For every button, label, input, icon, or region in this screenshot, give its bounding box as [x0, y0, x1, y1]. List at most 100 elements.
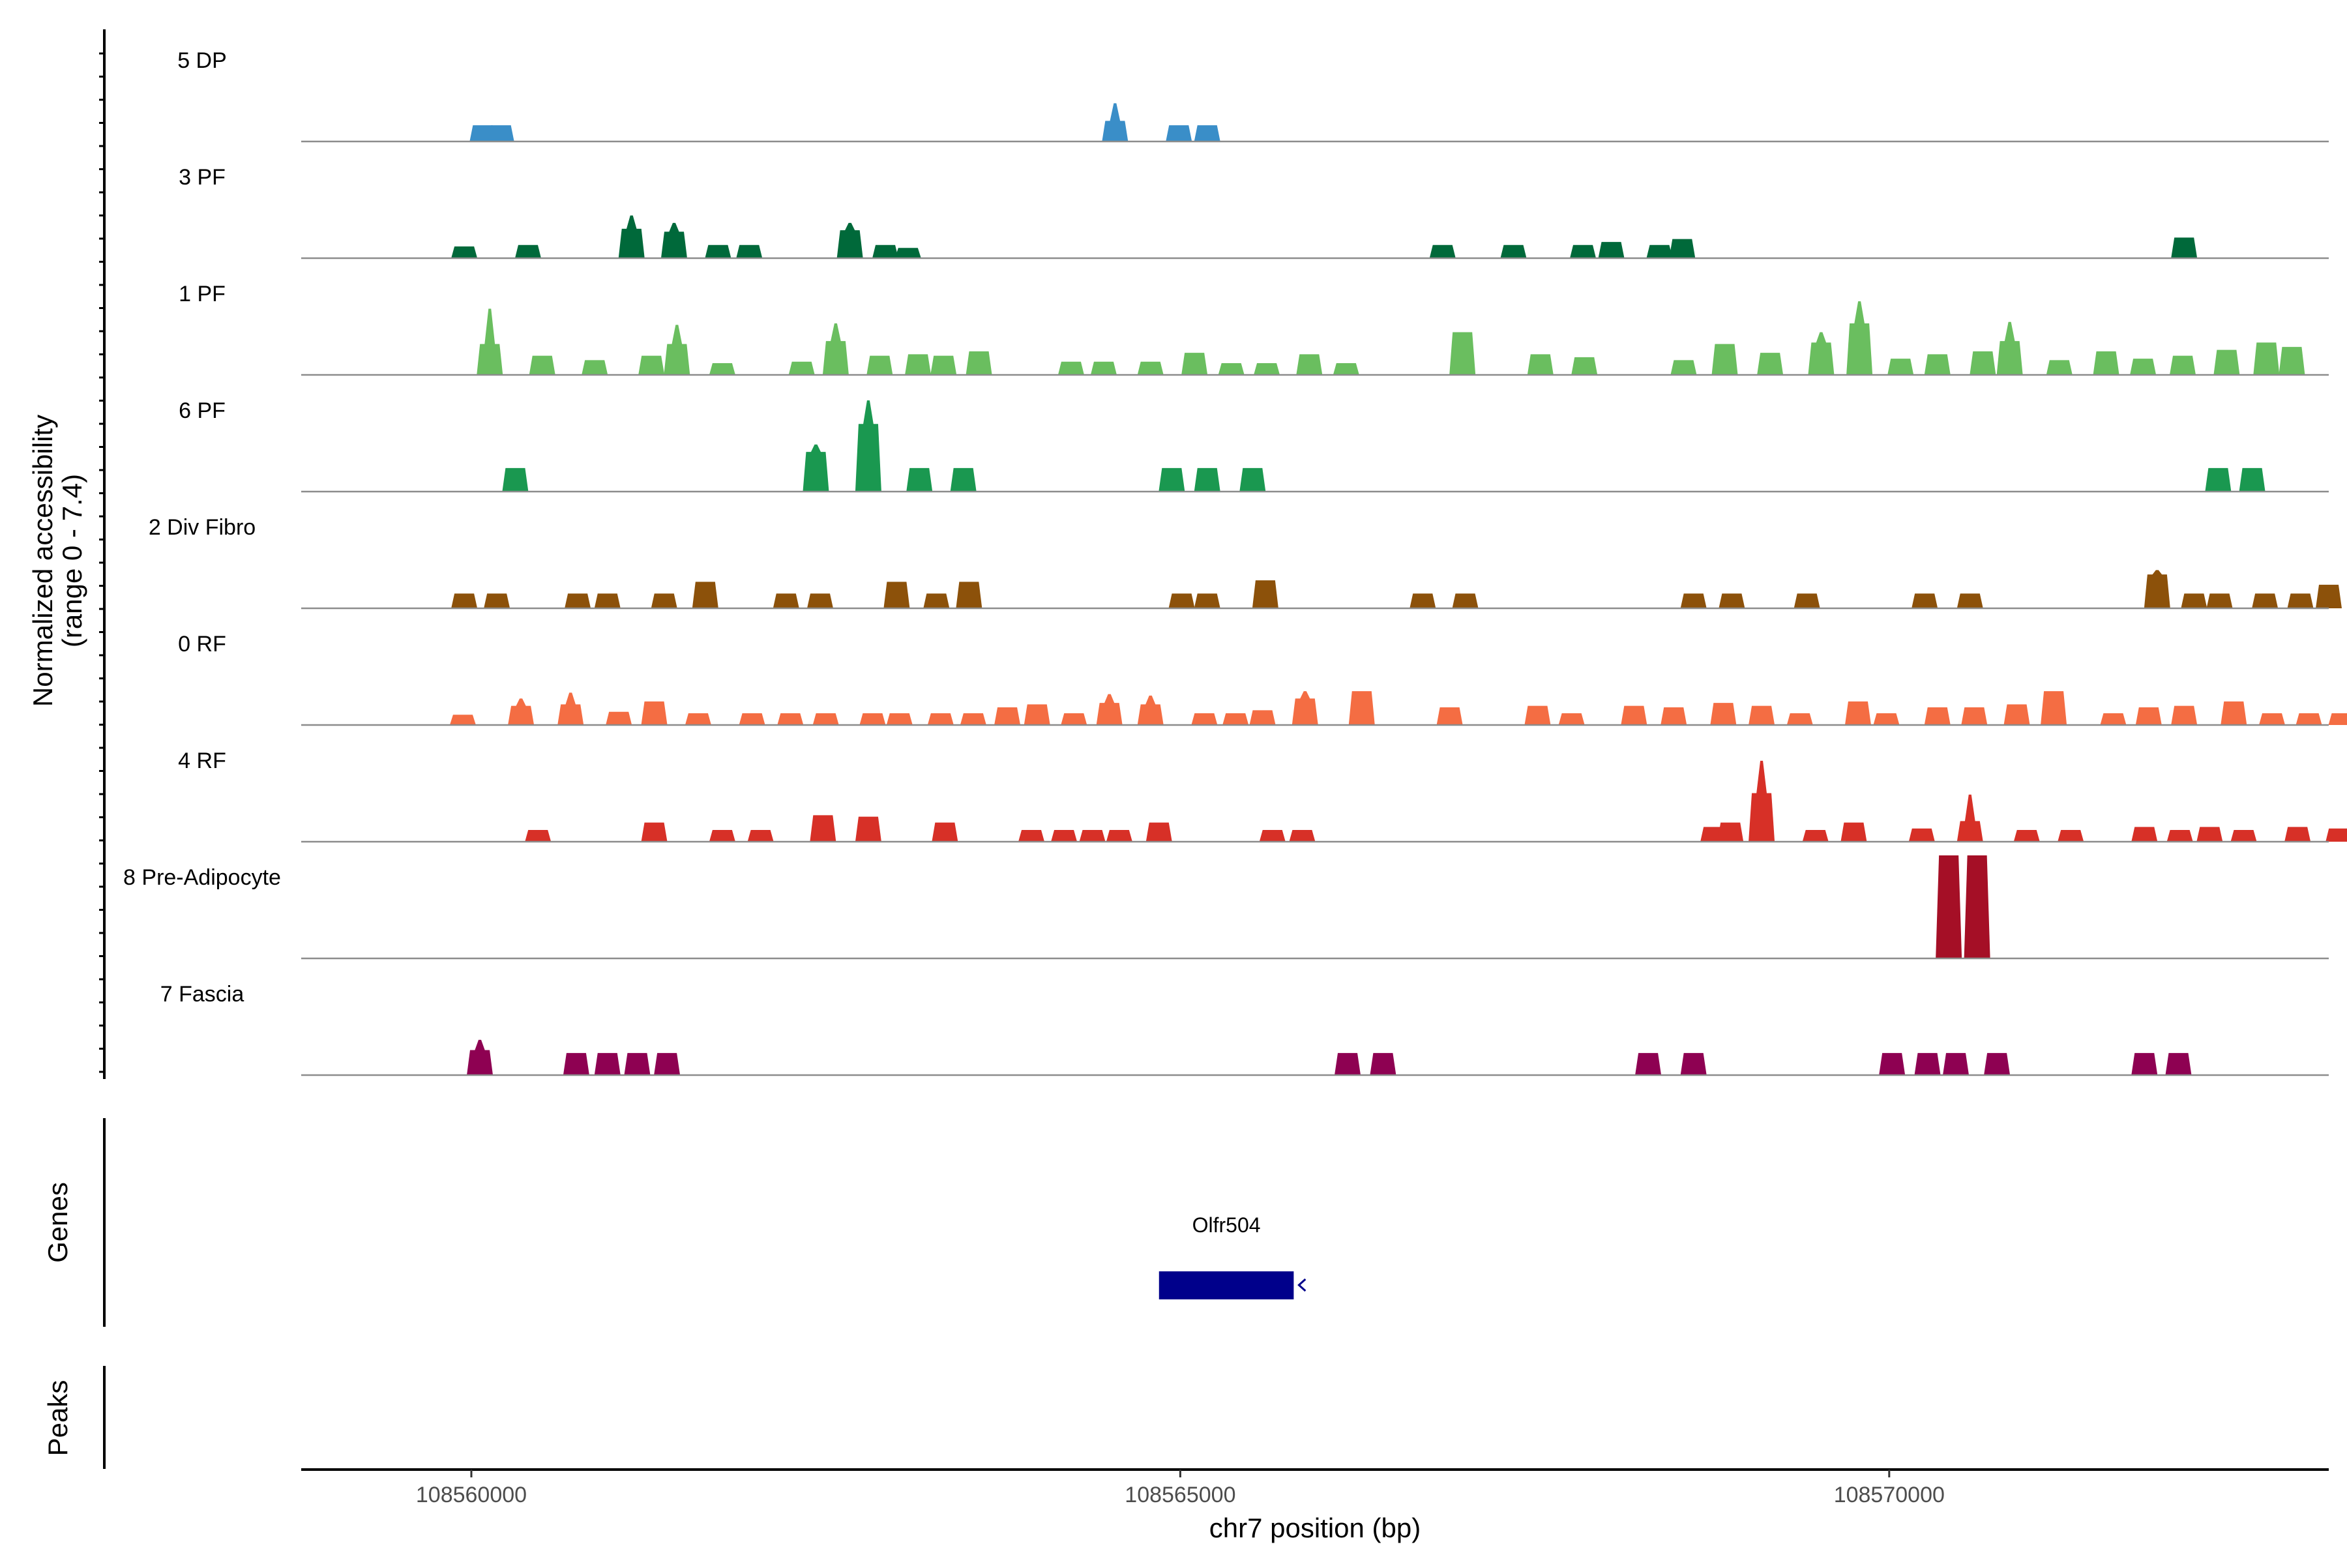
coverage-peak: [1166, 125, 1192, 141]
coverage-peak-summit: [626, 215, 637, 229]
coverage-peak-summit: [1110, 103, 1121, 122]
coverage-peak-summit: [810, 444, 821, 453]
coverage-peak: [2279, 347, 2305, 375]
accessibility-tracks: 5 DP 3 PF 1 PF 6 PF 2 Div Fibro 0 RF 4 RF 8 Pre…: [123, 48, 2347, 1076]
coverage-peak: [1571, 357, 1598, 375]
coverage-peak: [1527, 354, 1554, 375]
coverage-peak: [2206, 593, 2233, 608]
coverage-peak: [1249, 710, 1276, 725]
coverage-peak: [594, 593, 621, 608]
coverage-peak: [1102, 121, 1129, 141]
coverage-peak: [1452, 593, 1479, 608]
coverage-peak: [1943, 1053, 1970, 1075]
genes-panel: Olfr504: [1159, 1213, 1306, 1299]
x-tick-label: 108565000: [1125, 1483, 1235, 1507]
coverage-peak: [1137, 361, 1164, 375]
coverage-peak-summit: [1145, 695, 1156, 705]
y-axis-ticks: [99, 52, 104, 1073]
coverage-peak: [1661, 707, 1687, 725]
coverage-peak: [1333, 362, 1359, 375]
coverage-peak: [905, 354, 932, 375]
coverage-peak: [1296, 354, 1323, 375]
coverage-peak: [736, 244, 763, 258]
coverage-peak: [930, 355, 957, 375]
coverage-peak: [2041, 691, 2067, 725]
coverage-peak: [565, 593, 591, 608]
coverage-peak: [1719, 593, 1745, 608]
coverage-peak: [1222, 713, 1249, 725]
coverage-peak: [2144, 574, 2170, 608]
coverage-peak: [1621, 705, 1647, 725]
coverage-peak: [777, 713, 804, 725]
coverage-peak: [2181, 593, 2207, 608]
coverage-peak: [2058, 829, 2084, 842]
coverage-peak-summit: [1756, 760, 1767, 794]
coverage-peak: [1429, 244, 1456, 258]
coverage-peak: [709, 362, 735, 375]
coverage-peak: [1090, 361, 1117, 375]
track-8: 7 Fascia: [160, 982, 2329, 1076]
track-0: 5 DP: [177, 48, 2329, 143]
coverage-peak-summit: [1964, 794, 1975, 822]
coverage-peak: [2221, 701, 2247, 725]
coverage-peak: [1254, 362, 1280, 375]
x-axis-ticks: 108560000 108565000 108570000: [416, 1470, 1945, 1507]
coverage-peak: [1191, 713, 1218, 725]
coverage-peak: [1449, 332, 1476, 375]
coverage-peak: [2046, 360, 2073, 375]
coverage-peak: [1912, 593, 1938, 608]
coverage-peak: [1879, 1053, 1906, 1075]
coverage-peak: [1749, 705, 1775, 725]
coverage-peak: [1524, 705, 1551, 725]
coverage-peak: [477, 344, 503, 375]
coverage-peak: [932, 822, 958, 842]
coverage-peak: [747, 829, 774, 842]
track-label: 7 Fascia: [160, 982, 244, 1007]
coverage-peak: [2325, 828, 2347, 842]
coverage-peak: [1057, 361, 1084, 375]
track-label: 8 Pre-Adipocyte: [123, 865, 281, 890]
track-1: 3 PF: [179, 165, 2329, 259]
track-label: 4 RF: [178, 748, 226, 773]
coverage-peak: [1646, 244, 1673, 258]
coverage-peak: [2100, 713, 2127, 725]
coverage-peak: [1145, 822, 1172, 842]
coverage-peak: [692, 582, 718, 608]
coverage-peak: [484, 593, 510, 608]
coverage-peak: [2135, 707, 2162, 725]
coverage-peak: [1956, 593, 1983, 608]
coverage-peak: [2171, 705, 2198, 725]
coverage-peak: [1961, 707, 1988, 725]
coverage-peak: [1194, 593, 1220, 608]
coverage-peak: [1051, 829, 1078, 842]
coverage-peak: [2253, 342, 2280, 375]
peaks-panel-title: Peaks: [42, 1380, 73, 1457]
gene-strand-arrow: [1297, 1278, 1306, 1292]
coverage-peak: [1680, 1053, 1707, 1075]
coverage-peak: [641, 822, 668, 842]
coverage-peak: [451, 246, 478, 258]
coverage-peak: [1680, 593, 1707, 608]
coverage-peak: [886, 713, 913, 725]
coverage-peak: [956, 582, 982, 608]
x-tick-label: 108570000: [1834, 1483, 1945, 1507]
coverage-peak: [883, 582, 910, 608]
coverage-peak: [2003, 704, 2030, 725]
coverage-peak: [449, 715, 476, 725]
coverage-peak: [950, 467, 977, 492]
coverage-peak: [1259, 829, 1286, 842]
coverage-peak: [1194, 125, 1220, 141]
track-6: 4 RF: [178, 748, 2347, 843]
coverage-peak: [2328, 713, 2347, 725]
x-tick-label: 108560000: [416, 1483, 527, 1507]
coverage-peak: [872, 244, 899, 258]
coverage-peak: [1924, 354, 1951, 375]
coverage-peak-summit: [516, 698, 527, 707]
coverage-peak: [1936, 855, 1962, 958]
coverage-peak: [594, 1053, 621, 1075]
coverage-peak: [525, 829, 552, 842]
coverage-peak: [2239, 467, 2266, 492]
coverage-peak: [1436, 707, 1463, 725]
coverage-peak: [810, 815, 836, 842]
